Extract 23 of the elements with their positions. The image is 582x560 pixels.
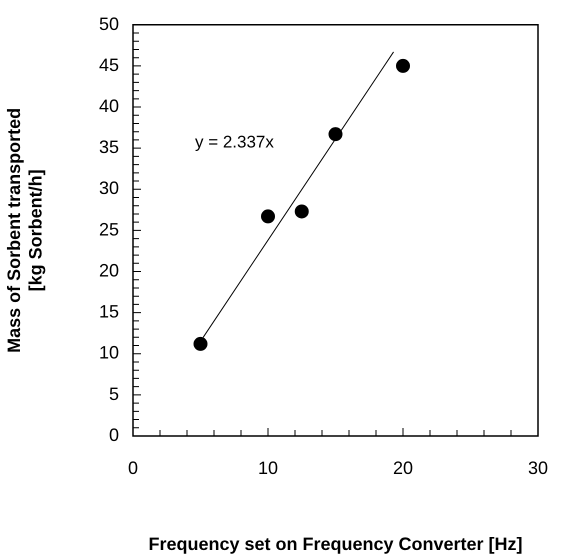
point [328, 127, 342, 142]
y-tick-label: 30 [98, 178, 119, 198]
y-tick-label: 5 [108, 384, 119, 404]
y-tick-label: 50 [98, 14, 119, 34]
y-tick-label: 0 [108, 424, 119, 445]
y-tick-label: 40 [98, 96, 119, 116]
point [396, 58, 410, 73]
x-tick-label: 0 [128, 458, 138, 478]
point [294, 204, 309, 218]
y-tick-label: 15 [98, 302, 119, 322]
y-tick-label: 35 [98, 137, 119, 158]
y-tick-label: 10 [98, 342, 119, 363]
x-tick-label: 10 [258, 458, 278, 478]
y-tick-label: 25 [98, 219, 119, 240]
annotation: y = 2.337x [194, 132, 274, 152]
point [194, 336, 208, 351]
x-tick-label: 20 [392, 458, 414, 478]
x-tick-label: 30 [528, 458, 548, 478]
point [261, 209, 275, 224]
y-tick-label: 45 [98, 54, 119, 75]
y-axis-title: Mass of Sorbent transported [kg Sorbent/h] [4, 108, 46, 353]
x-axis-title: Frequency set on Frequency Converter [Hz] [148, 534, 523, 554]
y-tick-label: 20 [98, 260, 119, 280]
